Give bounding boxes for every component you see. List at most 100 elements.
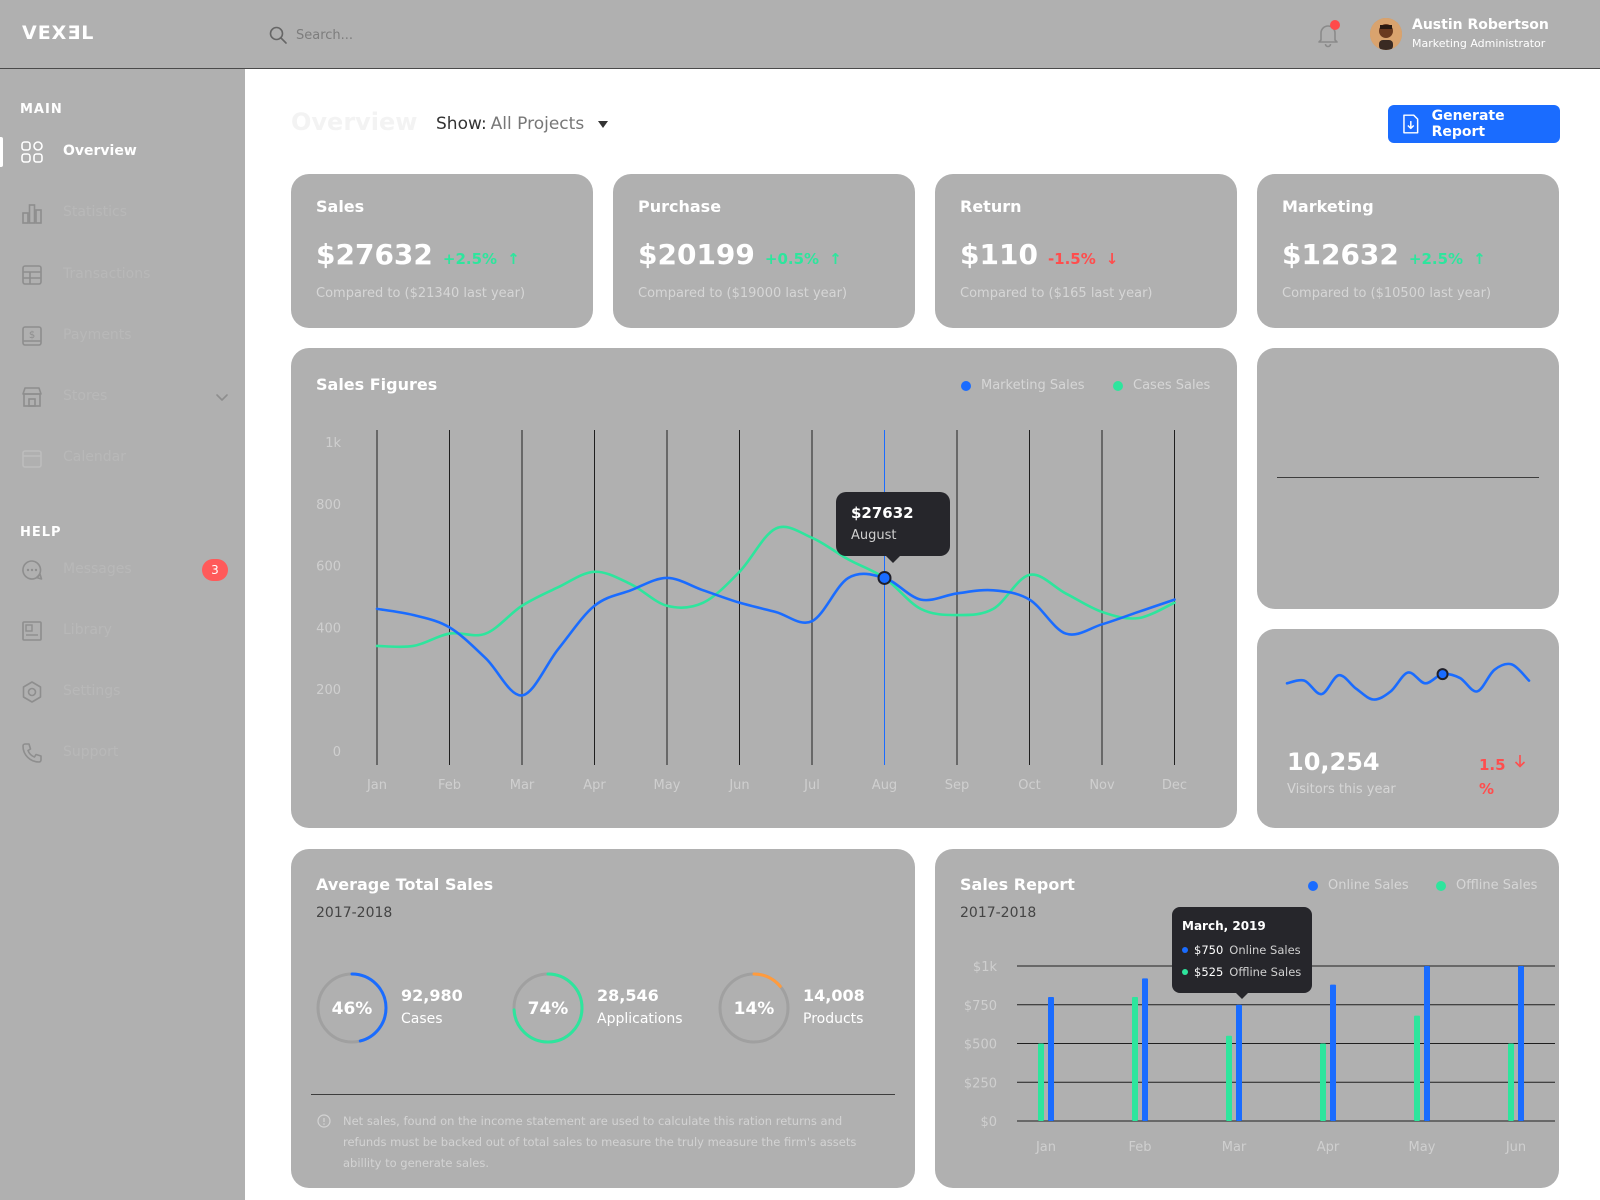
bar-online (1330, 984, 1336, 1121)
user-name[interactable]: Austin Robertson (1412, 17, 1549, 33)
stat-value: $12632 +2.5% ↑ (1282, 238, 1486, 271)
sidebar-item-stores[interactable]: Stores (0, 379, 245, 415)
bar-offline (1226, 1035, 1232, 1121)
gear-icon (22, 681, 42, 703)
stat-card-purchase[interactable]: Purchase $20199 +0.5% ↑ Compared to ($1900… (613, 174, 915, 328)
legend-online-sales[interactable]: Online Sales (1308, 878, 1409, 893)
app-logo[interactable]: VEXƎL (22, 22, 95, 44)
ring-percent: 14% (733, 999, 775, 1019)
bar-offline (1508, 1043, 1514, 1121)
series-line (375, 525, 1176, 649)
x-tick-label: Oct (1018, 778, 1040, 793)
x-tick-label: Mar (510, 778, 535, 793)
legend-dot (1436, 880, 1446, 891)
y-tick-label: 1k (325, 436, 341, 451)
stat-compare: Compared to ($10500 last year) (1282, 286, 1492, 301)
stat-card-return[interactable]: Return $110 -1.5% ↓ Compared to ($165 last… (935, 174, 1237, 328)
legend-dot (961, 380, 971, 391)
bar-online (1142, 978, 1148, 1121)
ring-progress (718, 972, 790, 1044)
legend-dot (1308, 880, 1318, 891)
ring-applications[interactable]: 74% 28,546 Applications (511, 971, 701, 1051)
x-tick-label: Jun (1505, 1140, 1526, 1155)
stat-change: -1.5% (1047, 250, 1096, 268)
legend-offline-sales[interactable]: Offline Sales (1436, 878, 1537, 893)
stat-card-sales[interactable]: Sales $27632 +2.5% ↑ Compared to ($21340 l… (291, 174, 593, 328)
sidebar-item-statistics[interactable]: Statistics (0, 195, 245, 231)
calendar-icon (22, 450, 42, 468)
card-subtitle: 2017-2018 (316, 905, 393, 921)
y-tick-label: 200 (316, 683, 341, 698)
search-input[interactable] (296, 27, 556, 43)
chevron-down-icon[interactable] (214, 389, 230, 405)
y-tick-label: 400 (316, 621, 341, 636)
generate-report-button[interactable]: Generate Report (1388, 105, 1560, 143)
data-point (877, 570, 892, 585)
bar-online (1048, 997, 1054, 1121)
sales-report-chart[interactable]: $0 $250 $500 $750 $1k Jan Feb Mar Apr May Jun (935, 849, 1559, 1188)
ring-label: Applications (597, 1011, 683, 1027)
x-tick-label: Jun (728, 778, 749, 793)
avatar[interactable] (1370, 18, 1402, 50)
filter-label: Show: (436, 114, 487, 134)
note-text: Net sales, found on the income statement… (343, 1114, 857, 1170)
ring-percent: 74% (527, 999, 569, 1019)
y-tick-label: 0 (333, 745, 341, 760)
x-tick-label: Apr (583, 778, 606, 793)
info-icon (317, 1114, 331, 1128)
legend-marketing-sales[interactable]: Marketing Sales (961, 378, 1085, 393)
project-filter-dropdown[interactable]: Show: All Projects (436, 114, 609, 134)
sidebar-item-label: Support (63, 744, 119, 760)
ring-progress (316, 972, 388, 1044)
legend-cases-sales[interactable]: Cases Sales (1113, 378, 1210, 393)
section-title-help: HELP (20, 525, 62, 540)
x-tick-label: Jan (366, 778, 387, 793)
chart-subtitle: 2017-2018 (960, 905, 1037, 921)
stat-amount: $110 (960, 238, 1038, 271)
sidebar-item-settings[interactable]: Settings (0, 674, 245, 710)
ring-cases[interactable]: 46% 92,980 Cases (315, 971, 495, 1051)
phone-icon (22, 743, 42, 763)
book-icon (22, 621, 42, 641)
legend-dot (1182, 969, 1188, 975)
stat-title: Marketing (1282, 197, 1374, 216)
x-tick-label: Dec (1162, 778, 1187, 793)
sidebar-item-label: Payments (63, 327, 132, 343)
sidebar-item-transactions[interactable]: Transactions (0, 257, 245, 293)
ring-value: 14,008 (803, 986, 865, 1005)
x-tick-label: May (654, 778, 681, 793)
filter-value: All Projects (490, 114, 585, 134)
placeholder-card (1257, 348, 1559, 609)
visitors-label: Visitors this year (1287, 782, 1396, 797)
sparkline (1285, 662, 1531, 701)
stat-card-marketing[interactable]: Marketing $12632 +2.5% ↑ Compared to ($105… (1257, 174, 1559, 328)
sidebar-item-messages[interactable]: Messages 3 (0, 552, 245, 588)
search-box[interactable] (268, 24, 568, 46)
search-icon (269, 26, 287, 44)
ring-products[interactable]: 14% 14,008 Products (717, 971, 897, 1051)
ring-label: Products (803, 1011, 864, 1027)
ring-chart (512, 972, 584, 1044)
sidebar-item-support[interactable]: Support (0, 735, 245, 771)
report-tooltip: March, 2019 $750 Online Sales $525 Offli… (1172, 907, 1312, 993)
y-tick-label: $750 (964, 999, 997, 1014)
x-tick-label: Sep (945, 778, 970, 793)
tooltip-pointer (1235, 992, 1249, 999)
report-button-label: Generate Report (1431, 108, 1505, 140)
x-tick-label: Aug (872, 778, 897, 793)
sidebar-item-library[interactable]: Library (0, 613, 245, 649)
sidebar-item-overview[interactable]: Overview (0, 134, 245, 170)
notifications-button[interactable] (1316, 20, 1340, 48)
y-tick-label: $0 (980, 1115, 997, 1130)
sidebar-item-payments[interactable]: $ Payments (0, 318, 245, 354)
sidebar-item-calendar[interactable]: Calendar (0, 440, 245, 476)
stat-compare: Compared to ($165 last year) (960, 286, 1153, 301)
x-tick-label: May (1409, 1140, 1436, 1155)
stat-change: +2.5% (442, 250, 498, 268)
x-tick-label: Feb (438, 778, 461, 793)
stat-amount: $27632 (316, 238, 433, 271)
sidebar-item-label: Calendar (63, 449, 126, 465)
y-tick-label: 600 (316, 560, 341, 575)
stat-title: Purchase (638, 197, 722, 216)
